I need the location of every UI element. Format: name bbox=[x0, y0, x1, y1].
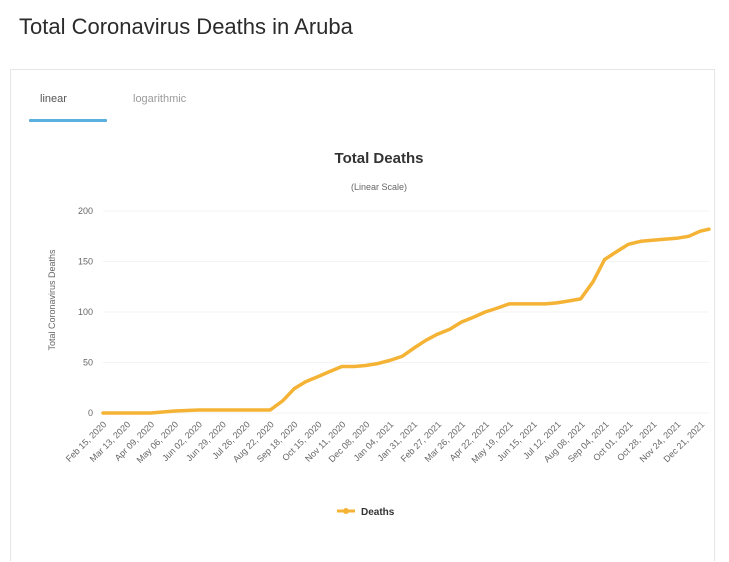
chart-svg: Total Deaths (Linear Scale) Total Corona… bbox=[47, 150, 711, 518]
tab-linear[interactable]: linear bbox=[40, 93, 67, 105]
legend-label-deaths[interactable]: Deaths bbox=[361, 507, 395, 518]
chart-panel: linear logarithmic Total Deaths (Linear … bbox=[10, 69, 715, 561]
page-title: Total Coronavirus Deaths in Aruba bbox=[19, 14, 353, 39]
y-axis-label: Total Coronavirus Deaths bbox=[47, 249, 57, 351]
y-tick-label: 200 bbox=[78, 206, 93, 216]
chart-title: Total Deaths bbox=[335, 150, 424, 167]
legend[interactable]: Deaths bbox=[337, 507, 395, 518]
tab-logarithmic[interactable]: logarithmic bbox=[133, 93, 187, 105]
series-line-deaths bbox=[101, 227, 711, 415]
y-axis-ticks: 0 50 100 150 200 bbox=[78, 206, 93, 418]
chart-subtitle: (Linear Scale) bbox=[351, 182, 407, 192]
y-tick-label: 150 bbox=[78, 257, 93, 267]
y-tick-label: 50 bbox=[83, 358, 93, 368]
active-tab-indicator bbox=[29, 119, 107, 122]
y-tick-label: 0 bbox=[88, 408, 93, 418]
y-tick-label: 100 bbox=[78, 307, 93, 317]
legend-marker-deaths bbox=[343, 508, 349, 514]
grid-lines bbox=[103, 210, 709, 414]
